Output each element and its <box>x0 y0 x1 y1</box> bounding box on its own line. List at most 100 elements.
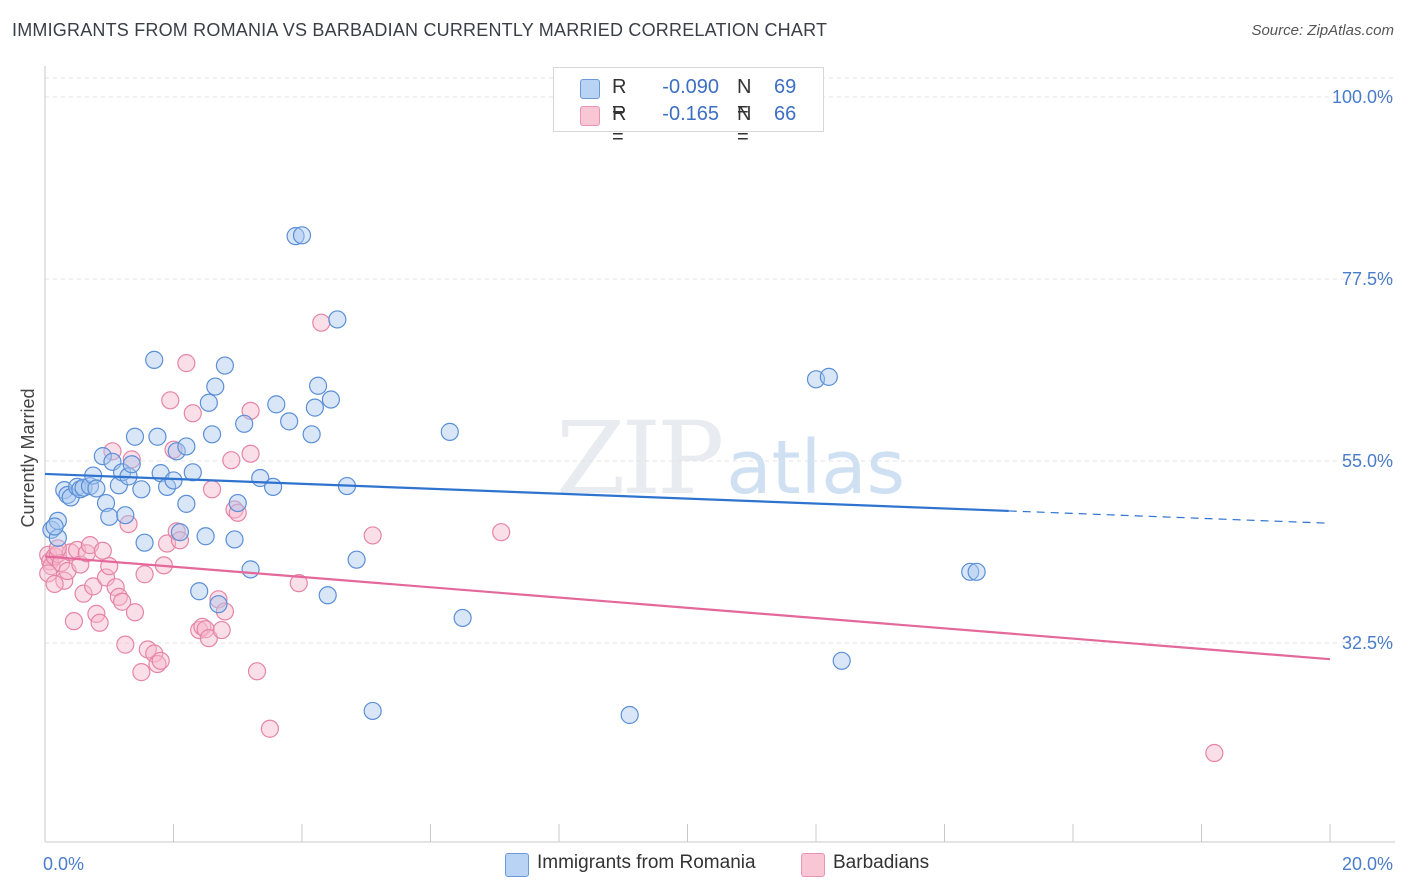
romania-point <box>321 390 341 409</box>
grid-lines <box>45 77 1395 644</box>
barbadians-point <box>90 613 109 632</box>
legend-r-label: R = <box>612 103 627 148</box>
romania-point <box>48 528 67 547</box>
romania-point <box>228 493 247 513</box>
barbadians-point <box>215 602 234 621</box>
barbadians-point <box>112 592 132 611</box>
romania-point <box>183 463 202 482</box>
romania-point <box>819 367 838 386</box>
barbadians-point <box>135 565 154 584</box>
romania-swatch <box>505 853 529 877</box>
romania-point <box>328 310 347 329</box>
trend-lines <box>44 472 1331 661</box>
romania-point <box>363 701 382 721</box>
barbadians-point <box>199 629 218 648</box>
romania-point <box>74 478 93 497</box>
romania-point <box>620 705 639 725</box>
romania-swatch <box>580 79 600 99</box>
barbadians-point <box>241 444 260 463</box>
barbadians-point <box>177 354 196 373</box>
romania-point <box>145 350 164 369</box>
romania-point <box>68 477 87 496</box>
romania-point <box>87 479 106 498</box>
y-axis-label: Currently Married <box>18 388 38 527</box>
romania-point <box>215 356 234 375</box>
barbadians-point <box>289 574 308 593</box>
romania-point <box>347 550 366 569</box>
romania-point <box>167 442 186 461</box>
barbadians-swatch <box>580 106 600 126</box>
romania-point <box>206 377 225 396</box>
barbadians-point <box>45 574 64 594</box>
romania-point <box>177 437 196 456</box>
barbadians-point <box>55 571 74 590</box>
y-tick-label: 55.0% <box>1342 451 1393 471</box>
legend-r-value: -0.090 <box>662 76 719 98</box>
barbadians-point <box>202 480 222 499</box>
romania-point <box>116 506 135 525</box>
romania-point <box>305 398 324 417</box>
romania-point <box>190 582 209 601</box>
barbadians-point <box>145 644 164 663</box>
romania-point <box>177 494 196 513</box>
barbadians-point <box>132 663 151 682</box>
romania-point <box>961 562 980 581</box>
romania-point <box>199 393 218 412</box>
barbadians-point <box>64 612 84 631</box>
barbadians-point <box>74 584 93 603</box>
barbadians-point <box>492 523 511 542</box>
barbadians-point <box>84 577 103 596</box>
romania-point <box>267 395 286 414</box>
romania-point <box>286 227 305 246</box>
romania-point <box>148 427 167 446</box>
barbadians-point <box>148 654 167 674</box>
bottom-legend-label: Immigrants from Romania <box>537 852 756 873</box>
legend-n-value: 66 <box>774 103 797 125</box>
romania-point <box>125 427 145 446</box>
axes <box>44 66 1395 843</box>
barbadians-trend-line <box>44 555 1331 661</box>
romania-trend-extension <box>1008 510 1331 524</box>
barbadians-point <box>109 587 128 606</box>
romania-point <box>93 447 112 466</box>
romania-point <box>132 480 151 499</box>
romania-point <box>280 412 299 431</box>
romania-point <box>100 507 119 526</box>
barbadians-point <box>312 313 331 332</box>
y-tick-label: 77.5% <box>1342 269 1393 289</box>
barbadians-point <box>1205 743 1224 763</box>
barbadians-point <box>193 617 212 636</box>
romania-point <box>453 608 472 628</box>
legend-n-label: N = <box>737 76 752 121</box>
romania-point <box>122 455 141 474</box>
barbadians-point <box>96 568 116 587</box>
romania-point <box>832 651 851 670</box>
romania-point <box>135 533 154 552</box>
barbadians-points <box>39 313 1224 763</box>
y-tick-label: 32.5% <box>1342 633 1393 653</box>
barbadians-point <box>228 503 247 522</box>
barbadians-point <box>39 545 58 564</box>
romania-point <box>308 376 328 395</box>
watermark-atlas: atlas <box>726 425 906 511</box>
romania-point <box>292 226 312 245</box>
barbadians-point <box>363 526 382 545</box>
barbadians-point <box>212 620 231 640</box>
romania-point <box>302 425 321 444</box>
barbadians-point <box>103 442 122 461</box>
romania-point <box>235 414 254 433</box>
axis-labels: 32.5% 55.0% 77.5% 100.0% 0.0% 20.0% Currently … <box>18 87 1393 874</box>
barbadians-point <box>93 541 112 560</box>
romania-point <box>225 530 244 549</box>
romania-trend-line <box>44 472 1009 513</box>
romania-point <box>202 425 222 444</box>
barbadians-point <box>260 719 279 738</box>
barbadians-point <box>183 404 202 423</box>
chart-title: IMMIGRANTS FROM ROMANIA VS BARBADIAN CUR… <box>12 20 828 40</box>
romania-point <box>440 422 459 441</box>
chart-source: Source: ZipAtlas.com <box>1251 22 1394 39</box>
romania-point <box>196 527 215 546</box>
romania-point <box>170 523 190 542</box>
romania-point <box>241 560 260 579</box>
